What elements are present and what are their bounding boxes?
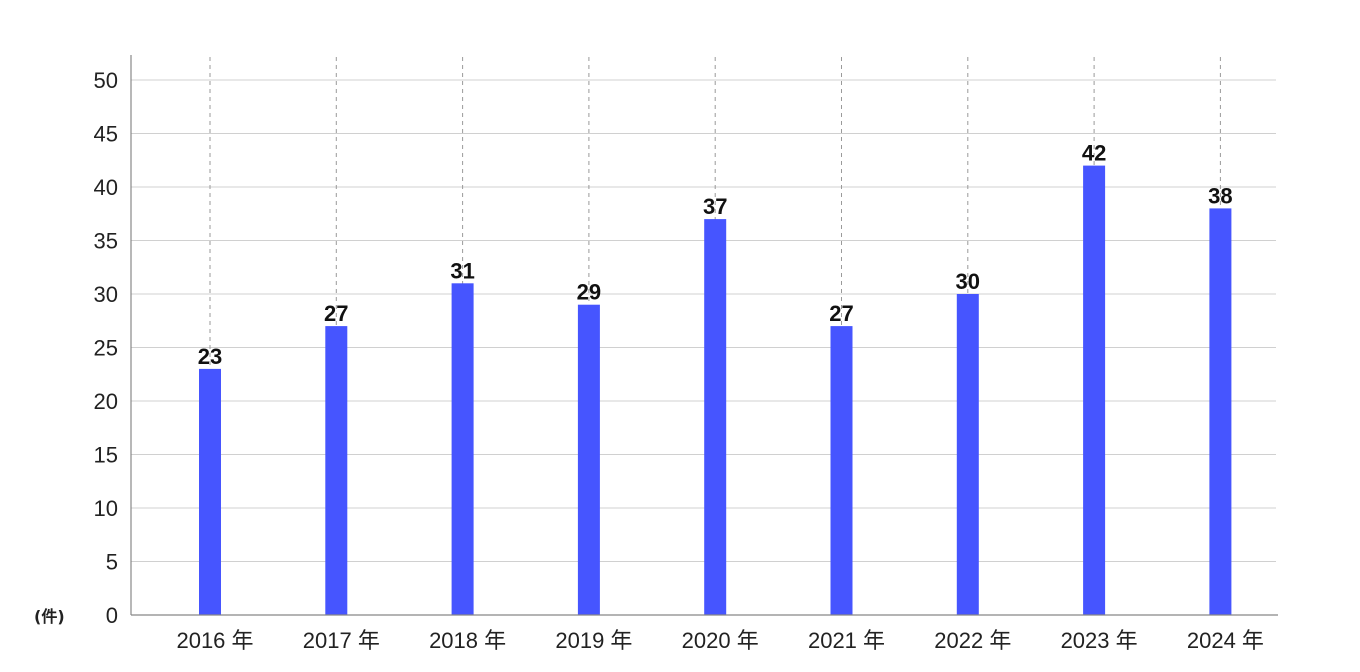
y-tick-label: 20 <box>94 389 118 414</box>
bar <box>577 304 600 615</box>
bar-value-label: 37 <box>703 194 727 219</box>
x-tick-label: 2023 年 <box>1061 628 1138 653</box>
bar <box>956 294 979 615</box>
x-tick-label: 2019 年 <box>555 628 632 653</box>
y-tick-label: 40 <box>94 175 118 200</box>
x-tick-label: 2016 年 <box>176 628 253 653</box>
bar-value-label: 42 <box>1082 141 1106 166</box>
x-tick-label: 2018 年 <box>429 628 506 653</box>
bar-value-label: 30 <box>956 269 980 294</box>
bar-value-label: 23 <box>198 344 222 369</box>
x-tick-label: 2017 年 <box>303 628 380 653</box>
axes <box>130 55 1278 616</box>
bar <box>451 283 474 615</box>
x-tick-label: 2021 年 <box>808 628 885 653</box>
y-tick-label: 35 <box>94 229 118 254</box>
y-tick-label: 5 <box>106 550 118 575</box>
bar <box>199 368 221 615</box>
bar <box>1209 208 1232 615</box>
y-tick-label: 10 <box>94 496 118 521</box>
y-tick-label: 0 <box>106 603 118 628</box>
bar-value-label: 27 <box>324 301 348 326</box>
y-tick-label: 50 <box>94 68 118 93</box>
y-tick-labels: 0 5 10 15 20 25 30 35 40 45 50 <box>94 68 118 628</box>
x-tick-label: 2020 年 <box>682 628 759 653</box>
bar-value-label: 27 <box>829 301 853 326</box>
bar <box>704 219 727 615</box>
bar-value-label: 38 <box>1208 183 1232 208</box>
x-tick-label: 2024 年 <box>1187 628 1264 653</box>
bar-value-label: 31 <box>450 258 474 283</box>
x-tick-labels: 2016 年 2017 年 2018 年 2019 年 2020 年 2021 年 2022… <box>176 628 1263 653</box>
bar-value-labels: 23 27 31 29 37 27 30 42 38 <box>198 141 1233 369</box>
bar-value-label: 29 <box>577 280 601 305</box>
bar <box>830 326 853 615</box>
y-tick-label: 45 <box>94 122 118 147</box>
bars <box>199 165 1232 615</box>
bar <box>325 326 348 615</box>
y-tick-label: 30 <box>94 282 118 307</box>
grid-lines <box>131 79 1276 562</box>
y-axis-unit-label: (件) <box>34 607 65 626</box>
bar <box>1083 165 1106 615</box>
y-tick-label: 15 <box>94 443 118 468</box>
y-tick-label: 25 <box>94 336 118 361</box>
x-tick-label: 2022 年 <box>934 628 1011 653</box>
